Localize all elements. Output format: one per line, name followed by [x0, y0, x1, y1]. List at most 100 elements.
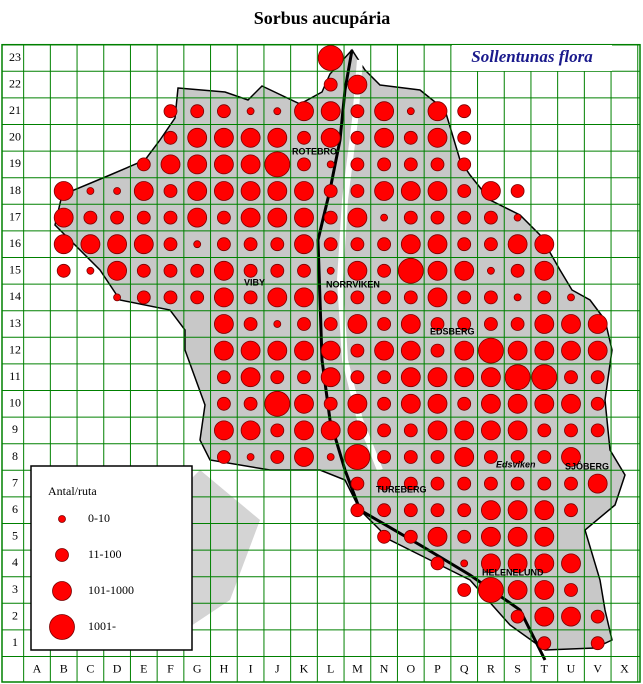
occurrence-dot	[457, 583, 472, 597]
occurrence-dot	[454, 367, 475, 388]
occurrence-dot	[213, 420, 234, 441]
occurrence-dot	[457, 104, 472, 119]
occurrence-dot	[534, 526, 555, 547]
occurrence-dot	[427, 420, 448, 441]
occurrence-dot	[213, 127, 234, 148]
occurrence-dot	[507, 420, 528, 441]
column-label: V	[593, 661, 602, 675]
occurrence-dot	[294, 101, 314, 122]
column-label: N	[380, 661, 389, 675]
occurrence-dot	[534, 393, 555, 414]
occurrence-dot	[513, 213, 522, 222]
occurrence-dot	[320, 101, 341, 122]
column-label: E	[140, 661, 147, 675]
column-label: R	[487, 661, 495, 675]
place-label: Edsviken	[496, 459, 536, 469]
occurrence-dot	[294, 181, 314, 201]
legend-symbol	[55, 548, 69, 562]
occurrence-dot	[510, 476, 525, 491]
occurrence-dot	[483, 476, 498, 491]
occurrence-dot	[377, 317, 392, 331]
occurrence-dot	[534, 500, 555, 521]
column-label: K	[300, 661, 309, 675]
occurrence-dot	[374, 127, 395, 148]
occurrence-dot	[347, 74, 368, 95]
column-label: P	[434, 661, 441, 675]
occurrence-dot	[400, 314, 421, 334]
occurrence-dot	[480, 500, 501, 521]
occurrence-dot	[347, 314, 368, 334]
occurrence-dot	[107, 260, 127, 281]
occurrence-dot	[427, 526, 448, 547]
occurrence-dot	[397, 257, 424, 284]
occurrence-dot	[377, 370, 392, 385]
occurrence-dot	[403, 529, 418, 544]
occurrence-dot	[294, 207, 314, 228]
occurrence-dot	[113, 293, 121, 302]
occurrence-dot	[374, 101, 395, 122]
occurrence-dot	[190, 263, 205, 278]
column-label: D	[113, 661, 122, 675]
row-label: 7	[12, 475, 18, 489]
occurrence-dot	[297, 157, 311, 172]
occurrence-dot	[510, 263, 525, 278]
occurrence-dot	[163, 290, 178, 305]
occurrence-dot	[323, 184, 338, 198]
legend-title: Antal/ruta	[48, 484, 97, 498]
occurrence-dot	[483, 450, 498, 464]
occurrence-dot	[273, 320, 282, 328]
occurrence-dot	[400, 393, 421, 414]
occurrence-dot	[587, 473, 608, 494]
occurrence-dot	[320, 420, 341, 441]
occurrence-dot	[377, 503, 392, 518]
occurrence-dot	[267, 127, 288, 148]
occurrence-dot	[460, 559, 469, 568]
column-label: T	[541, 661, 549, 675]
occurrence-dot	[216, 450, 231, 464]
row-label: 2	[12, 608, 18, 622]
occurrence-dot	[213, 340, 234, 361]
occurrence-dot	[320, 340, 341, 361]
occurrence-dot	[240, 420, 261, 441]
occurrence-dot	[403, 476, 418, 491]
occurrence-dot	[216, 104, 231, 119]
occurrence-dot	[374, 181, 395, 201]
place-label: ROTEBRO	[292, 146, 337, 156]
occurrence-dot	[294, 287, 314, 308]
occurrence-dot	[561, 553, 581, 574]
occurrence-dot	[350, 343, 365, 358]
occurrence-dot	[267, 340, 288, 361]
row-label: 17	[9, 209, 21, 223]
occurrence-dot	[457, 210, 472, 225]
occurrence-dot	[403, 503, 418, 518]
row-label: 3	[12, 582, 18, 596]
occurrence-dot	[480, 526, 501, 547]
occurrence-dot	[430, 503, 445, 518]
occurrence-dot	[187, 207, 208, 228]
occurrence-dot	[427, 234, 448, 255]
column-label: X	[620, 661, 629, 675]
occurrence-dot	[590, 370, 605, 385]
occurrence-dot	[213, 314, 234, 334]
column-label: F	[167, 661, 174, 675]
place-label: NORRVIKEN	[326, 279, 380, 289]
occurrence-dot	[347, 420, 368, 441]
occurrence-dot	[567, 293, 575, 302]
occurrence-dot	[326, 160, 335, 169]
occurrence-dot	[243, 263, 258, 278]
occurrence-dot	[347, 260, 368, 281]
row-label: 6	[12, 502, 18, 516]
occurrence-dot	[377, 237, 392, 252]
occurrence-dot	[297, 130, 311, 145]
occurrence-dot	[403, 423, 418, 438]
occurrence-dot	[326, 453, 335, 461]
occurrence-dot	[457, 529, 472, 544]
legend-symbol	[58, 515, 66, 523]
legend-label: 11-100	[88, 547, 122, 561]
occurrence-dot	[561, 447, 581, 467]
occurrence-dot	[561, 606, 581, 627]
occurrence-dot	[190, 290, 205, 305]
occurrence-dot	[534, 260, 555, 281]
occurrence-dot	[107, 234, 127, 255]
column-label: I	[249, 661, 253, 675]
